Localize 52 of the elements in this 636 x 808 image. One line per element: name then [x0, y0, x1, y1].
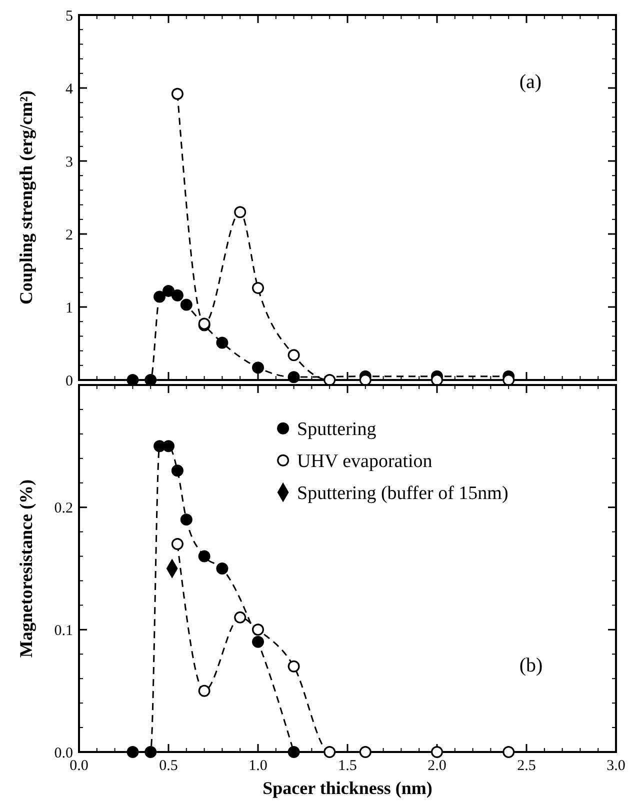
annotation: (b): [519, 654, 543, 676]
point: [154, 290, 166, 303]
point: [198, 550, 210, 562]
point: [288, 746, 300, 758]
point: [252, 282, 264, 294]
x-tick-label: 2.5: [517, 758, 536, 774]
y-tick-label: 1: [66, 300, 73, 316]
y-tick-label: 5: [66, 8, 73, 24]
x-tick-label: 1.0: [248, 758, 268, 774]
point: [180, 298, 192, 311]
point: [162, 284, 174, 297]
x-axis-title: Spacer thickness (nm): [262, 778, 432, 798]
point: [288, 371, 300, 384]
x-tick-label: 2.0: [428, 758, 446, 774]
point: [252, 624, 264, 636]
point: [216, 562, 228, 574]
point: [171, 88, 184, 100]
y-tick-label: 4: [66, 81, 74, 98]
y-tick-label: 0.1: [54, 622, 73, 639]
point: [252, 362, 264, 374]
y-tick-label: 0.0: [54, 745, 73, 762]
legend-label: UHV evaporation: [297, 451, 433, 472]
point: [234, 206, 246, 218]
point: [171, 289, 184, 302]
point: [162, 440, 174, 452]
legend-label: Sputtering (buffer of 15nm): [297, 483, 508, 504]
annotation: (a): [519, 71, 542, 93]
point: [431, 746, 443, 758]
point: [216, 336, 228, 349]
y-axis-title: Coupling strength (erg/cm²): [16, 90, 36, 305]
x-tick-label: 3.0: [606, 758, 626, 774]
y-tick-label: 0.2: [54, 500, 73, 517]
point: [288, 660, 300, 672]
point: [252, 636, 264, 648]
x-tick-label: 0.5: [159, 758, 178, 774]
point: [171, 538, 184, 550]
y-tick-label: 2: [66, 227, 73, 244]
y-tick-label: 0: [66, 373, 73, 390]
point: [180, 514, 192, 526]
point: [288, 349, 300, 362]
point: [171, 464, 184, 477]
point: [144, 746, 157, 758]
x-tick-label: 1.5: [338, 758, 357, 774]
point: [126, 746, 139, 758]
y-tick-label: 3: [66, 154, 73, 170]
point: [324, 746, 336, 758]
point: [359, 746, 372, 758]
point: [198, 684, 210, 697]
legend-label: Sputtering: [297, 419, 377, 440]
point: [234, 611, 246, 624]
y-axis-title: Magnetoresistance (%): [16, 479, 36, 658]
point: [502, 746, 515, 758]
